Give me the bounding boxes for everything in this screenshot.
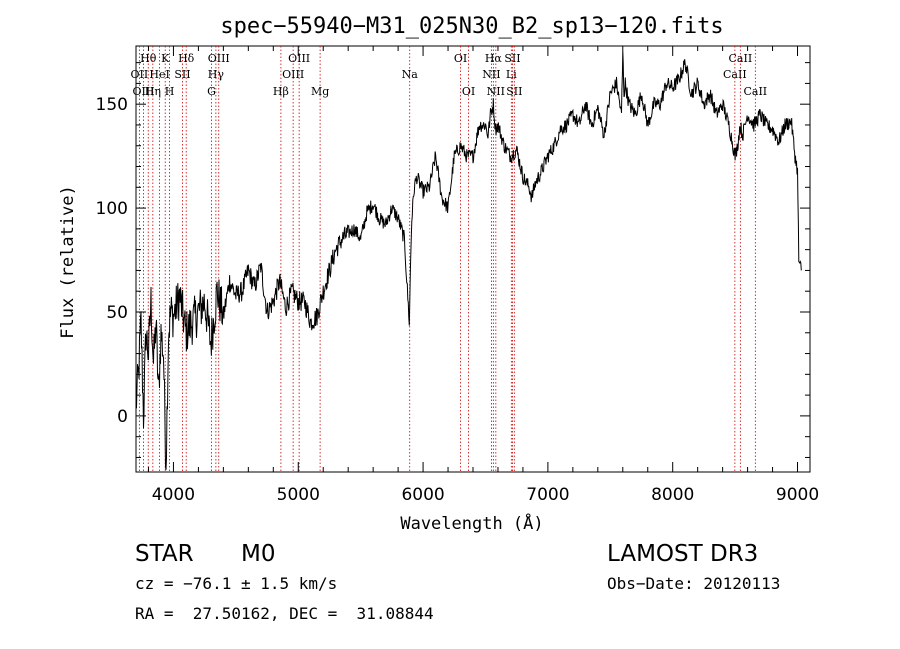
line-label-8: Hδ — [178, 52, 195, 65]
x-tick-label-4: 8000 — [651, 485, 694, 505]
line-label-1: OII — [131, 68, 149, 81]
object-class: STAR — [135, 541, 194, 567]
emission-line-labels: Hθ OII OIII K HeI Hη H SII Hδ OIII Hγ G OIII OIII Hβ Mg… — [131, 52, 768, 98]
observation-date: Obs−Date: 20120113 — [607, 574, 781, 593]
line-label-16: Na — [402, 68, 419, 81]
line-label-27: CaII — [743, 85, 767, 98]
y-axis-label: Flux (relative) — [58, 185, 78, 339]
y-tick-label-2: 100 — [96, 199, 128, 219]
line-label-23: Li — [506, 68, 517, 81]
redshift-velocity: cz = −76.1 ± 1.5 km/s — [135, 574, 338, 593]
sky-coordinates: RA = 27.50162, DEC = 31.08844 — [135, 604, 434, 623]
line-label-19: Hα — [485, 52, 503, 65]
line-label-3: K — [161, 52, 170, 65]
line-label-10: Hγ — [208, 68, 225, 81]
emission-line-markers — [138, 46, 756, 472]
line-label-0: Hθ — [140, 52, 157, 65]
line-label-13: OIII — [282, 68, 304, 81]
object-subclass: M0 — [241, 541, 276, 567]
x-axis-ticks: 4000 5000 6000 7000 8000 9000 — [147, 46, 819, 505]
survey-name: LAMOST DR3 — [607, 541, 759, 567]
x-tick-label-0: 4000 — [152, 485, 195, 505]
x-tick-label-2: 6000 — [401, 485, 444, 505]
line-label-20: NII — [482, 68, 500, 81]
x-tick-label-1: 5000 — [277, 485, 320, 505]
line-label-22: SII — [504, 52, 520, 65]
line-label-26: CaII — [723, 68, 747, 81]
line-label-15: Mg — [311, 85, 329, 98]
x-tick-label-3: 7000 — [526, 485, 569, 505]
plot-frame — [135, 45, 811, 473]
line-label-25: CaII — [729, 52, 753, 65]
line-label-6: H — [165, 85, 175, 98]
line-label-2: OIII — [132, 85, 154, 98]
line-label-14: Hβ — [273, 85, 289, 98]
y-axis-ticks: 0 50 100 150 — [96, 62, 810, 458]
line-label-5: Hη — [145, 85, 161, 98]
y-tick-label-1: 50 — [106, 303, 128, 323]
line-label-24: SII — [506, 85, 522, 98]
line-label-17: OI — [454, 52, 467, 65]
spectrum-line — [135, 50, 802, 470]
x-tick-label-5: 9000 — [776, 485, 819, 505]
line-label-11: G — [207, 85, 216, 98]
line-label-18: OI — [462, 85, 475, 98]
chart-title: spec−55940−M31_025N30_B2_sp13−120.fits — [220, 14, 723, 39]
y-tick-label-0: 0 — [117, 407, 128, 427]
x-axis-label: Wavelength (Å) — [400, 512, 543, 534]
line-label-9: OIII — [208, 52, 230, 65]
line-label-7: SII — [174, 68, 190, 81]
y-tick-label-3: 150 — [96, 95, 128, 115]
line-label-4: HeI — [149, 68, 169, 81]
line-label-21: NII — [487, 85, 505, 98]
line-label-12: OIII — [288, 52, 310, 65]
